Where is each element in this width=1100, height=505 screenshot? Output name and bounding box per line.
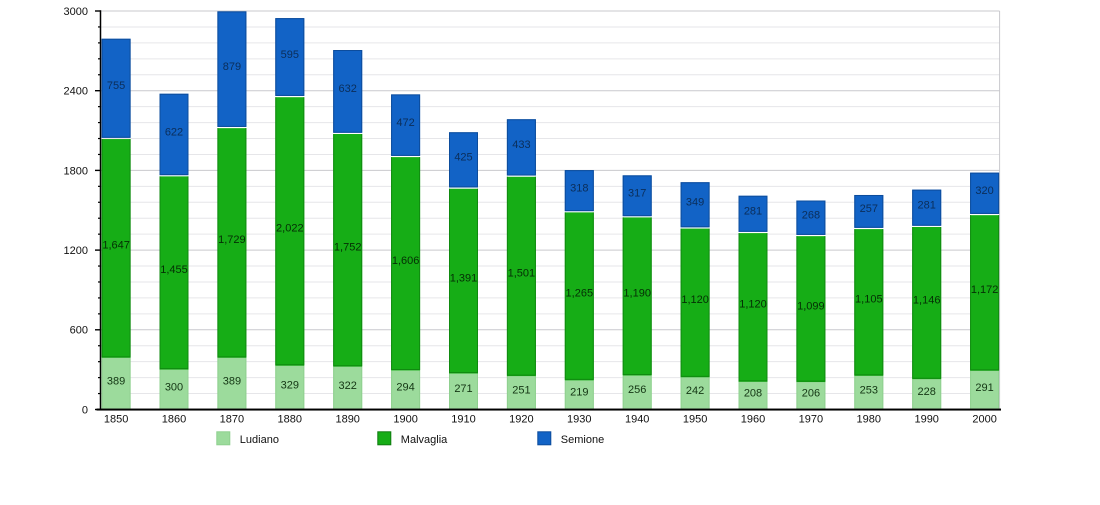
svg-text:1870: 1870 [220,413,244,425]
svg-text:206: 206 [802,388,820,400]
svg-text:1800: 1800 [64,165,88,177]
svg-text:242: 242 [686,385,704,397]
svg-text:349: 349 [686,197,704,209]
svg-text:329: 329 [281,379,299,391]
svg-text:318: 318 [570,182,588,194]
svg-text:320: 320 [975,185,993,197]
svg-text:251: 251 [512,385,530,397]
svg-text:1860: 1860 [162,413,186,425]
svg-text:271: 271 [454,383,472,395]
svg-text:1880: 1880 [278,413,302,425]
svg-text:281: 281 [918,200,936,212]
svg-text:2400: 2400 [64,86,88,98]
svg-text:1,120: 1,120 [739,299,767,311]
svg-text:1930: 1930 [567,413,591,425]
svg-text:268: 268 [802,210,820,222]
svg-text:600: 600 [70,325,88,337]
svg-text:1990: 1990 [914,413,938,425]
svg-text:253: 253 [860,384,878,396]
svg-text:433: 433 [512,139,530,151]
svg-text:228: 228 [918,386,936,398]
svg-text:1,190: 1,190 [623,288,651,300]
svg-text:1980: 1980 [857,413,881,425]
svg-text:1,391: 1,391 [450,272,478,284]
svg-text:1910: 1910 [451,413,475,425]
svg-text:1940: 1940 [625,413,649,425]
svg-text:Ludiano: Ludiano [240,434,279,446]
svg-text:208: 208 [744,387,762,399]
svg-text:1960: 1960 [741,413,765,425]
svg-text:1920: 1920 [509,413,533,425]
svg-text:1900: 1900 [393,413,417,425]
svg-text:1,455: 1,455 [160,264,188,276]
svg-text:0: 0 [82,404,88,416]
svg-text:425: 425 [454,152,472,164]
svg-text:3000: 3000 [64,6,88,18]
svg-text:300: 300 [165,381,183,393]
svg-text:1950: 1950 [683,413,707,425]
svg-text:595: 595 [281,49,299,61]
svg-text:1890: 1890 [335,413,359,425]
svg-text:Malvaglia: Malvaglia [401,434,448,446]
svg-text:1,105: 1,105 [855,294,883,306]
svg-text:389: 389 [107,375,125,387]
svg-text:632: 632 [339,83,357,95]
svg-text:1,752: 1,752 [334,242,362,254]
svg-text:1,729: 1,729 [218,234,246,246]
svg-text:1,265: 1,265 [566,288,594,300]
svg-text:1,120: 1,120 [681,294,709,306]
svg-text:291: 291 [975,382,993,394]
svg-text:1,146: 1,146 [913,294,941,306]
svg-text:219: 219 [570,387,588,399]
svg-text:322: 322 [339,380,357,392]
svg-text:1850: 1850 [104,413,128,425]
svg-text:1,606: 1,606 [392,255,420,267]
svg-text:1970: 1970 [799,413,823,425]
svg-text:622: 622 [165,126,183,138]
svg-text:1200: 1200 [64,245,88,257]
svg-text:1,099: 1,099 [797,300,825,312]
svg-text:879: 879 [223,61,241,73]
svg-text:2000: 2000 [972,413,996,425]
svg-text:389: 389 [223,375,241,387]
svg-text:2,022: 2,022 [276,223,304,235]
svg-text:1,172: 1,172 [971,284,999,296]
svg-text:256: 256 [628,384,646,396]
svg-text:472: 472 [396,117,414,129]
svg-text:1,501: 1,501 [508,268,536,280]
svg-text:294: 294 [396,382,414,394]
svg-text:257: 257 [860,203,878,215]
svg-text:1,647: 1,647 [102,240,130,252]
svg-text:755: 755 [107,80,125,92]
svg-text:317: 317 [628,188,646,200]
svg-text:281: 281 [744,206,762,218]
svg-text:Semione: Semione [561,434,604,446]
